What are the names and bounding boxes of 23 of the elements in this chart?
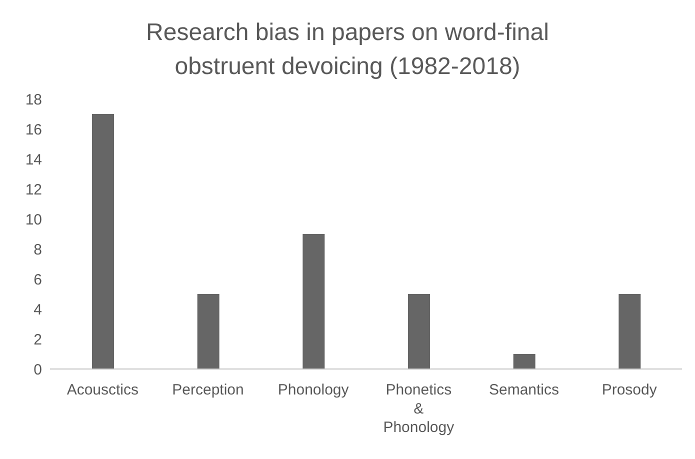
bar bbox=[408, 294, 430, 369]
y-tick-label: 4 bbox=[34, 301, 42, 318]
chart-title: Research bias in papers on word-final obstruent devoicing (1982-2018) bbox=[145, 18, 550, 82]
x-tick-label: Semantics bbox=[488, 382, 560, 398]
x-tick-label: Prosody bbox=[602, 382, 658, 398]
x-tick-label: Phonology bbox=[278, 382, 350, 398]
y-tick-label: 12 bbox=[25, 181, 42, 198]
y-tick-label: 16 bbox=[25, 121, 42, 138]
bar bbox=[618, 294, 641, 369]
y-tick-label: 6 bbox=[34, 271, 42, 288]
y-tick-label: 10 bbox=[25, 211, 42, 228]
bar bbox=[197, 294, 220, 369]
y-tick-label: 0 bbox=[34, 361, 42, 378]
y-tick-label: 14 bbox=[25, 151, 42, 168]
bar bbox=[513, 354, 536, 369]
y-tick-label: 18 bbox=[25, 91, 42, 108]
x-tick-label: Phonetics & Phonology bbox=[383, 382, 455, 436]
x-tick-label: Acousctics bbox=[66, 382, 139, 398]
y-tick-label: 8 bbox=[34, 241, 42, 258]
bar bbox=[302, 234, 325, 369]
x-tick-label: Perception bbox=[172, 382, 244, 398]
y-tick-label: 2 bbox=[34, 331, 42, 348]
bar bbox=[92, 114, 114, 369]
